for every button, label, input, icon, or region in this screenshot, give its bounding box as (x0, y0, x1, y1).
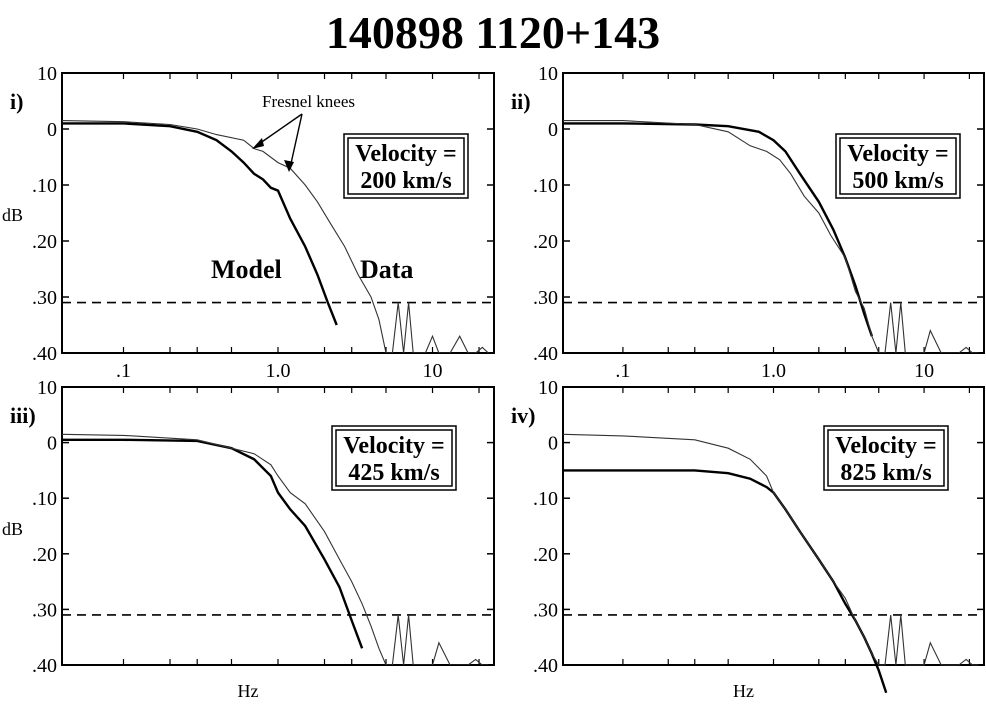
x-tick-label: .1 (615, 360, 630, 382)
y-tick-label: .10 (32, 488, 57, 510)
model-label: Model (211, 255, 282, 284)
x-tick-label: 10 (423, 360, 443, 382)
panel-2: 10 0 .10 .20 .30 .40 .1 1.0 10 ii) Velocity =500 k… (511, 63, 984, 382)
y-tick-label: 10 (538, 377, 558, 399)
panel-label: iv) (511, 403, 535, 428)
panel-3: 10 0 .10 .20 .30 .40 iii) Velocity =425 km/s dB H… (2, 377, 494, 701)
velocity-box-line2: 200 km/s (360, 168, 451, 194)
y-tick-label: .30 (32, 287, 57, 309)
velocity-box-line1: Velocity = (343, 433, 444, 459)
y-tick-label: .40 (533, 343, 558, 365)
y-tick-label: .20 (32, 231, 57, 253)
y-tick-label: 10 (37, 377, 57, 399)
y-tick-label: 10 (37, 63, 57, 85)
fresnel-knees-annotation: Fresnel knees (262, 92, 355, 111)
data-label: Data (360, 255, 413, 284)
velocity-box-line1: Velocity = (835, 433, 936, 459)
panel-label: ii) (511, 89, 531, 114)
model-series-line (563, 123, 872, 336)
y-axis-name: dB (2, 519, 23, 539)
y-tick-label: .10 (32, 175, 57, 197)
fresnel-arrow-2 (290, 114, 302, 168)
x-tick-label: 1.0 (266, 360, 291, 382)
y-tick-label: .40 (533, 655, 558, 677)
velocity-box-line1: Velocity = (847, 141, 948, 167)
y-tick-label: .30 (533, 599, 558, 621)
y-tick-label: .30 (32, 599, 57, 621)
x-tick-label: 10 (914, 360, 934, 382)
y-tick-label: 0 (47, 119, 57, 141)
model-series-line (62, 440, 362, 649)
y-tick-label: .20 (533, 231, 558, 253)
y-tick-label: .30 (533, 287, 558, 309)
y-tick-label: 0 (548, 433, 558, 455)
y-tick-label: .40 (32, 343, 57, 365)
x-tick-label: .1 (116, 360, 131, 382)
velocity-box-line2: 425 km/s (348, 460, 439, 486)
model-series-line (563, 470, 886, 692)
x-tick-label: 1.0 (761, 360, 786, 382)
velocity-box-line1: Velocity = (355, 141, 456, 167)
panel-label: iii) (10, 403, 36, 428)
y-tick-label: 0 (47, 433, 57, 455)
y-tick-label: 0 (548, 119, 558, 141)
y-tick-label: 10 (538, 63, 558, 85)
fresnel-arrow-1 (256, 114, 302, 146)
figure-title: 140898 1120+143 (326, 7, 660, 58)
y-tick-label: .10 (533, 488, 558, 510)
panel-4: 10 0 .10 .20 .30 .40 iv) Velocity =825 km/s Hz (511, 377, 984, 701)
plot-frame (563, 73, 984, 353)
panel-label: i) (10, 89, 23, 114)
y-tick-label: .20 (32, 544, 57, 566)
y-tick-label: .40 (32, 655, 57, 677)
x-axis-name: Hz (733, 681, 754, 701)
y-tick-label: .20 (533, 544, 558, 566)
y-axis-name: dB (2, 205, 23, 225)
panels: 100.10.20.30.40.1 1.0 10i)Velocity =200 km… (2, 63, 984, 701)
panel-1: 10 0 .10 .20 .30 .40 .1 1.0 10 i) Velocity =200 km… (2, 63, 494, 382)
plot-frame (62, 73, 494, 353)
y-tick-label: .10 (533, 175, 558, 197)
x-axis-name: Hz (238, 681, 259, 701)
fresnel-arrowhead-1 (252, 138, 264, 149)
model-series-line (62, 123, 337, 325)
velocity-box-line2: 825 km/s (840, 460, 931, 486)
velocity-box-line2: 500 km/s (852, 168, 943, 194)
